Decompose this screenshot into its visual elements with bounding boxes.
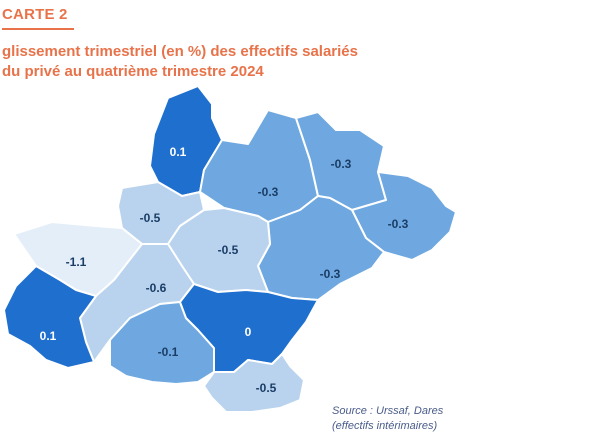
region-value: -0.6 (146, 281, 167, 295)
region-value: 0.1 (170, 145, 187, 159)
region-shape[interactable] (3, 265, 97, 369)
header-rule (2, 28, 74, 30)
source-line-1: Source : Urssaf, Dares (332, 405, 444, 417)
region-value: 0 (245, 325, 252, 339)
source-line-2: (effectifs intérimaires) (332, 420, 438, 432)
region-value: -0.1 (158, 345, 179, 359)
region-value: -0.3 (388, 217, 409, 231)
region-hautes-pyrenees[interactable]: 0.1 (3, 265, 97, 369)
title-line-2: du privé au quatrième trimestre 2024 (2, 63, 264, 80)
region-value: 0.1 (40, 329, 57, 343)
map-title: glissement trimestriel (en %) des effect… (2, 42, 462, 82)
region-pyrenees-orientales[interactable]: -0.5 (203, 353, 305, 413)
title-line-1: glissement trimestriel (en %) des effect… (2, 43, 358, 60)
region-value: -0.3 (320, 267, 341, 281)
region-value: -1.1 (66, 255, 87, 269)
region-lozere[interactable]: -0.3 (295, 111, 387, 211)
region-value: -0.5 (140, 211, 161, 225)
region-shape[interactable] (203, 353, 305, 413)
map-label: CARTE 2 (2, 6, 68, 23)
region-value: -0.5 (218, 243, 239, 257)
region-value: -0.5 (256, 381, 277, 395)
region-value: -0.3 (331, 157, 352, 171)
region-value: -0.3 (258, 185, 279, 199)
source-note: Source : Urssaf, Dares (effectifs intéri… (332, 404, 532, 434)
